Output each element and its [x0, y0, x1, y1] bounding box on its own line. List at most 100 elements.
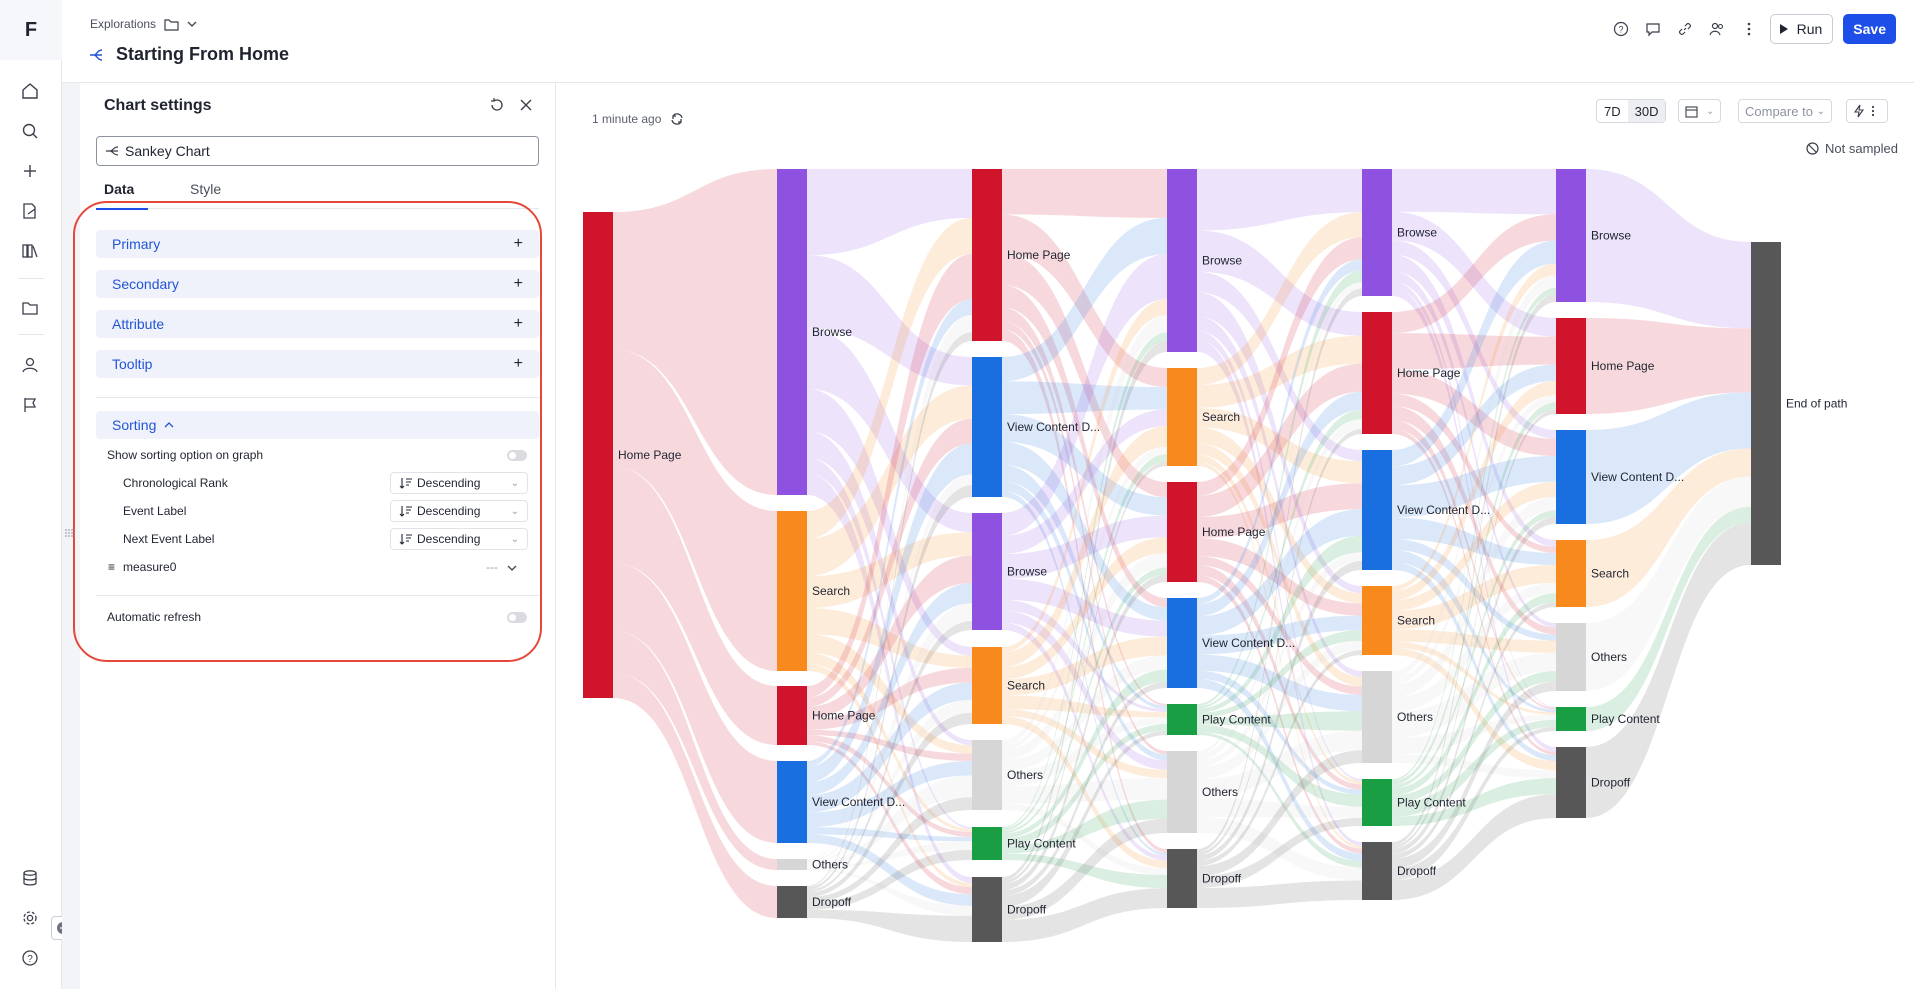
sankey-link[interactable] [1197, 410, 1362, 709]
resize-handle-icon[interactable] [64, 528, 76, 538]
sankey-link[interactable] [807, 621, 972, 893]
sankey-link[interactable] [1002, 381, 1167, 415]
help-icon[interactable]: ? [1610, 18, 1632, 40]
sankey-link[interactable] [807, 667, 972, 730]
sankey-link[interactable] [1002, 491, 1167, 856]
sankey-link[interactable] [1392, 671, 1556, 804]
chevron-down-icon[interactable]: ⌄ [510, 505, 519, 517]
sankey-link[interactable] [1392, 393, 1556, 553]
sankey-link[interactable] [1002, 636, 1167, 696]
sankey-link[interactable] [1197, 880, 1362, 908]
sankey-link[interactable] [1392, 778, 1556, 826]
sankey-link[interactable] [807, 634, 972, 754]
sankey-link[interactable] [1197, 407, 1362, 484]
sankey-link[interactable] [1392, 211, 1556, 337]
sankey-link[interactable] [1002, 515, 1167, 579]
sankey-link[interactable] [613, 169, 777, 495]
sankey-link[interactable] [1197, 750, 1362, 877]
sankey-link[interactable] [807, 255, 972, 386]
sankey-link[interactable] [1392, 380, 1556, 601]
drag-handle-icon[interactable]: ≡ [108, 560, 116, 574]
sankey-link[interactable] [1197, 335, 1362, 408]
sankey-link[interactable] [1392, 726, 1556, 881]
sankey-link[interactable] [1392, 647, 1556, 771]
sankey-link[interactable] [1002, 778, 1167, 804]
sankey-link[interactable] [807, 254, 972, 698]
sankey-link[interactable] [1392, 410, 1556, 849]
sankey-link[interactable] [1392, 402, 1556, 785]
sankey-link[interactable] [1392, 287, 1556, 752]
edit-document-icon[interactable] [19, 200, 41, 222]
sankey-link[interactable] [807, 457, 972, 829]
sankey-link[interactable] [807, 841, 972, 869]
plus-icon[interactable]: + [513, 355, 523, 372]
comment-icon[interactable] [1642, 18, 1664, 40]
sankey-link[interactable] [807, 431, 972, 746]
chevron-up-icon[interactable] [164, 421, 174, 429]
sankey-link[interactable] [1392, 582, 1556, 713]
sankey-link[interactable] [807, 761, 972, 828]
range-7d-button[interactable]: 7D [1604, 103, 1621, 119]
sankey-link[interactable] [807, 741, 972, 895]
sankey-node[interactable] [777, 886, 807, 918]
sankey-node[interactable] [972, 877, 1002, 942]
sankey-link[interactable] [1002, 446, 1167, 751]
sankey-link[interactable] [1586, 392, 1751, 524]
sankey-link[interactable] [1197, 339, 1362, 846]
sankey-link[interactable] [807, 217, 972, 539]
sankey-link[interactable] [1392, 794, 1556, 900]
sankey-node[interactable] [1167, 482, 1197, 582]
section-secondary[interactable]: Secondary + [96, 270, 539, 298]
reset-icon[interactable] [489, 97, 505, 113]
folder-icon[interactable] [19, 297, 41, 319]
sankey-node[interactable] [1556, 430, 1586, 524]
sankey-node[interactable] [1167, 169, 1197, 352]
sankey-link[interactable] [1392, 428, 1556, 756]
sankey-link[interactable] [1197, 483, 1362, 539]
sankey-link[interactable] [1002, 464, 1167, 710]
show-sorting-toggle[interactable] [507, 450, 527, 461]
close-icon[interactable] [519, 97, 533, 113]
save-button[interactable]: Save [1843, 14, 1896, 44]
sankey-link[interactable] [1002, 214, 1167, 388]
sankey-link[interactable] [1197, 292, 1362, 594]
sankey-node[interactable] [777, 761, 807, 843]
sankey-link[interactable] [1197, 237, 1362, 496]
sankey-link[interactable] [1197, 288, 1362, 853]
sankey-link[interactable] [807, 385, 972, 577]
sankey-node[interactable] [777, 859, 807, 870]
sankey-link[interactable] [1002, 341, 1167, 881]
sankey-link[interactable] [807, 299, 972, 767]
sankey-link[interactable] [1586, 522, 1751, 818]
sankey-link[interactable] [1197, 724, 1362, 807]
sankey-node[interactable] [1362, 586, 1392, 655]
sankey-node[interactable] [1362, 842, 1392, 900]
sankey-link[interactable] [1586, 506, 1751, 731]
sankey-link[interactable] [807, 849, 972, 910]
sankey-link[interactable] [1197, 552, 1362, 768]
sankey-link[interactable] [1002, 567, 1167, 834]
plus-icon[interactable] [19, 160, 41, 182]
sankey-link[interactable] [807, 582, 972, 796]
sankey-link[interactable] [1002, 669, 1167, 839]
folder-icon[interactable] [164, 18, 179, 31]
sankey-link[interactable] [613, 466, 777, 745]
sankey-node[interactable] [972, 827, 1002, 860]
sankey-link[interactable] [1002, 253, 1167, 498]
sankey-link[interactable] [1197, 556, 1362, 695]
sankey-node[interactable] [1556, 169, 1586, 302]
sankey-link[interactable] [1002, 217, 1167, 382]
sankey-link[interactable] [1392, 369, 1556, 457]
sankey-link[interactable] [1392, 420, 1556, 710]
sankey-link[interactable] [1197, 331, 1362, 781]
sankey-link[interactable] [1392, 287, 1556, 781]
sort-direction-select[interactable]: Descending ⌄ [390, 500, 528, 522]
sankey-node[interactable] [1167, 849, 1197, 908]
sankey-node[interactable] [777, 169, 807, 495]
refresh-icon[interactable] [669, 111, 685, 127]
sankey-link[interactable] [807, 332, 972, 888]
app-logo[interactable]: F [0, 0, 62, 60]
sankey-link[interactable] [1392, 333, 1556, 370]
sankey-node[interactable] [1751, 242, 1781, 565]
sankey-node[interactable] [777, 686, 807, 745]
